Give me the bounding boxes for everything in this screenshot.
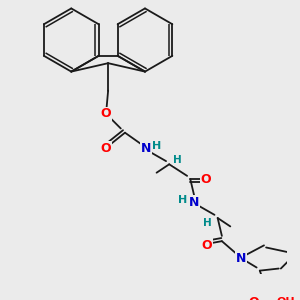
Text: H: H [203,218,212,228]
Text: H: H [152,141,161,152]
Text: O: O [101,107,111,120]
Text: O: O [248,296,259,300]
Text: O: O [201,172,212,185]
Text: H: H [173,155,182,165]
Text: O: O [202,239,212,252]
Text: O: O [101,142,111,155]
Text: N: N [236,251,246,265]
Text: OH: OH [277,297,295,300]
Text: N: N [141,142,151,155]
Text: H: H [178,195,188,205]
Text: N: N [189,196,200,209]
